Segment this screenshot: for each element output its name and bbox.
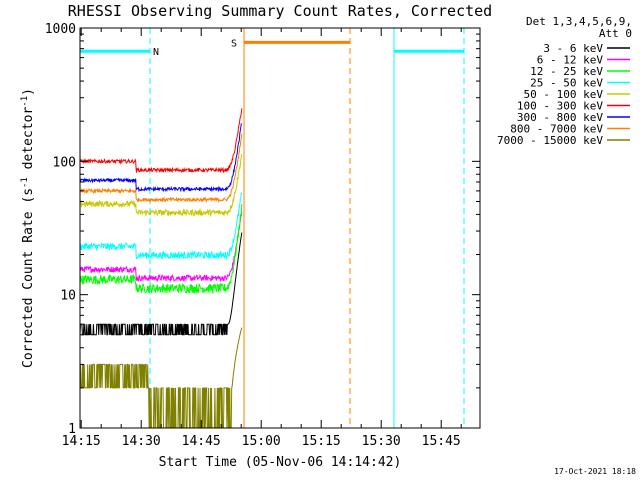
- x-axis: 14:15 14:30 14:45 15:00 15:15 15:30 15:45: [62, 28, 462, 449]
- series-line-8: [80, 133, 243, 204]
- timestamp: 17-Oct-2021 18:18: [554, 467, 636, 476]
- x-tick-label: 14:15: [62, 434, 101, 449]
- series-layer: [80, 108, 243, 428]
- legend-entry-label: 6 - 12 keV: [537, 54, 604, 67]
- y-tick-label: 1: [68, 422, 76, 437]
- x-axis-label: Start Time (05-Nov-06 14:14:42): [159, 455, 402, 470]
- y-axis: 1 10 100 1000: [45, 22, 480, 437]
- x-tick-label: 14:30: [122, 434, 161, 449]
- flag-label: N: [153, 47, 159, 58]
- y-axis-label: Corrected Count Rate (s-1 detector-1): [20, 88, 36, 368]
- y-tick-label: 100: [53, 155, 76, 170]
- legend-entry-label: 25 - 50 keV: [530, 77, 603, 90]
- flag-layer: NS: [80, 28, 465, 428]
- plot-frame: [79, 27, 481, 429]
- series-line-1: [80, 232, 243, 336]
- legend-entry-label: 12 - 25 keV: [530, 65, 603, 78]
- series-line-9: [80, 327, 243, 428]
- x-tick-label: 15:00: [242, 434, 281, 449]
- series-line-5: [80, 154, 243, 218]
- legend-entry-label: 50 - 100 keV: [524, 88, 604, 101]
- legend-entry-label: 100 - 300 keV: [517, 100, 603, 113]
- y-tick-label: 10: [60, 289, 76, 304]
- x-tick-label: 14:45: [182, 434, 221, 449]
- legend-entry-label: 300 - 800 keV: [517, 111, 603, 124]
- flag-label: S: [231, 38, 237, 49]
- legend-entry-label: 3 - 6 keV: [543, 42, 603, 55]
- legend-header-attenuator: Att 0: [599, 27, 632, 40]
- legend-entry-label: 800 - 7000 keV: [510, 123, 603, 136]
- x-tick-label: 15:15: [302, 434, 341, 449]
- x-tick-label: 15:45: [422, 434, 461, 449]
- series-line-7: [80, 123, 242, 193]
- series-line-4: [80, 192, 243, 261]
- y-tick-label: 1000: [45, 22, 76, 37]
- series-line-3: [80, 204, 243, 295]
- x-tick-label: 15:30: [362, 434, 401, 449]
- chart-title: RHESSI Observing Summary Count Rates, Co…: [68, 2, 492, 20]
- legend-header-detectors: Det 1,3,4,5,6,9,: [526, 15, 632, 28]
- series-line-6: [80, 108, 243, 174]
- legend-entry-label: 7000 - 15000 keV: [497, 134, 603, 147]
- series-line-2: [80, 212, 243, 283]
